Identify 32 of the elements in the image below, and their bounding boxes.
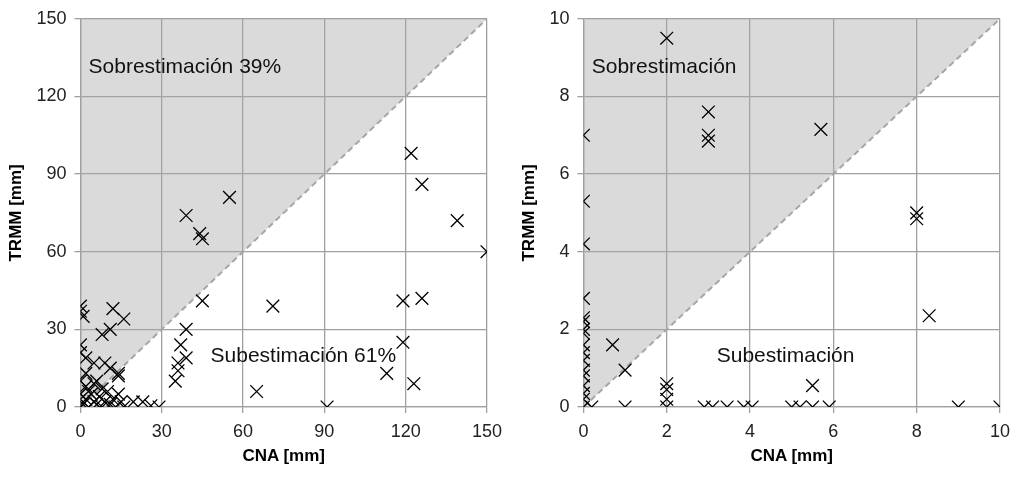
y-tick-label: 150 (36, 7, 67, 28)
x-tick-label: 150 (471, 420, 503, 441)
annotation: Subestimación 61% (210, 343, 397, 367)
y-tick-label: 120 (36, 85, 67, 106)
annotation: Subestimación (716, 343, 855, 367)
x-tick-label: 8 (911, 420, 922, 441)
x-tick-label: 60 (233, 420, 254, 441)
y-tick-label: 8 (559, 85, 570, 106)
x-tick-label: 0 (578, 420, 589, 441)
x-tick-label: 10 (989, 420, 1011, 441)
y-tick-label: 4 (559, 240, 570, 261)
y-axis-title: TRMM [mm] (5, 164, 25, 262)
y-tick-label: 10 (549, 7, 570, 28)
x-tick-label: 0 (75, 420, 86, 441)
y-tick-label: 6 (559, 163, 570, 184)
annotation: Sobrestimación 39% (88, 54, 282, 78)
annotation: Sobrestimación (591, 54, 737, 78)
y-tick-label: 2 (559, 318, 570, 339)
x-axis-title: CNA [mm] (750, 446, 833, 466)
x-tick-label: 30 (151, 420, 172, 441)
x-axis-title: CNA [mm] (242, 446, 325, 466)
x-tick-label: 120 (390, 420, 421, 441)
y-tick-label: 60 (46, 240, 67, 261)
y-axis-title: TRMM [mm] (518, 164, 538, 262)
y-tick-label: 0 (56, 395, 67, 416)
y-tick-label: 90 (46, 163, 67, 184)
x-tick-label: 6 (828, 420, 839, 441)
y-tick-label: 0 (559, 395, 570, 416)
y-tick-label: 30 (46, 318, 67, 339)
x-tick-label: 2 (661, 420, 672, 441)
x-tick-label: 90 (314, 420, 335, 441)
x-tick-label: 4 (745, 420, 756, 441)
